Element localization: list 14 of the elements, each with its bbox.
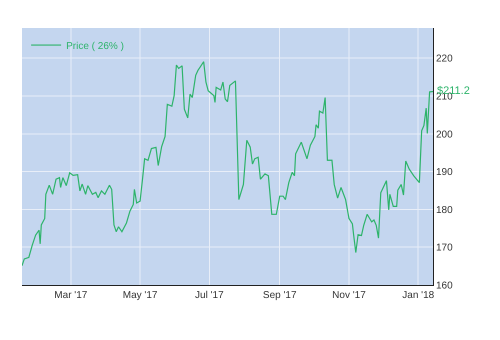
y-tick-label: 180 — [436, 204, 454, 216]
x-tick-label: Nov '17 — [332, 290, 366, 301]
x-tick-label: Mar '17 — [54, 290, 88, 301]
line-series — [22, 61, 433, 266]
x-tick-label: May '17 — [122, 290, 158, 301]
y-tick-label: 220 — [436, 54, 454, 65]
x-tick-label: Jul '17 — [195, 290, 224, 301]
legend-label: Price ( 26% ) — [66, 40, 124, 52]
y-tick-label: 200 — [436, 129, 454, 140]
y-tick-label: 170 — [436, 242, 454, 254]
x-tick-label: Sep '17 — [262, 290, 297, 301]
x-tick-label: Jan '18 — [402, 290, 435, 301]
y-tick-label: 190 — [436, 167, 454, 178]
y-tick-label: 160 — [436, 280, 454, 292]
